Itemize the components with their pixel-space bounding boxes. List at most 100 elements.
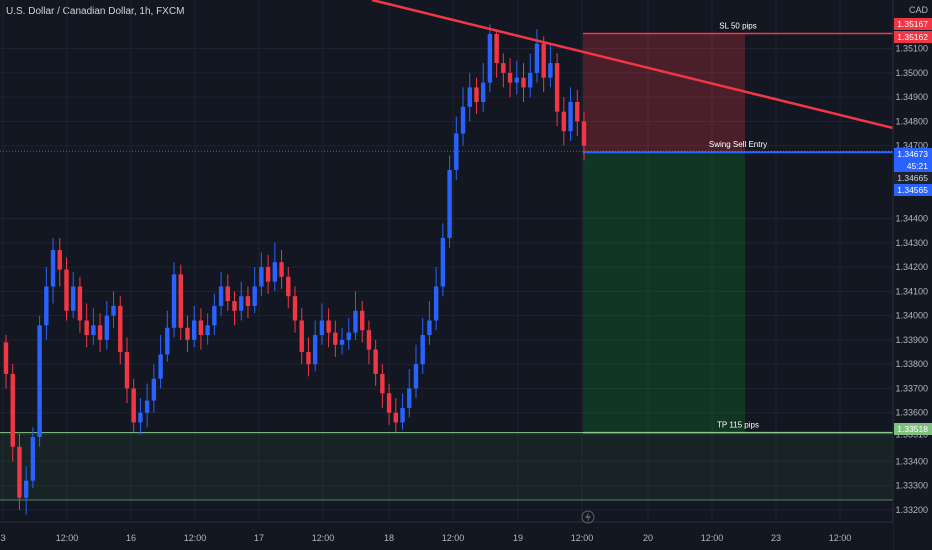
candle-body	[467, 87, 472, 107]
candle-body	[212, 305, 217, 326]
y-tick-label: 1.33700	[895, 383, 928, 393]
y-tick-label: 1.33800	[895, 359, 928, 369]
candle-body	[205, 325, 210, 336]
x-tick-label: 12:00	[184, 533, 207, 543]
y-tick-label: 1.33200	[895, 505, 928, 515]
price-tag-label: 1.35162	[897, 32, 928, 42]
candle-body	[312, 335, 318, 365]
candle-body	[3, 342, 9, 374]
candle-body	[50, 250, 56, 287]
candle-body	[77, 286, 83, 321]
candle-body	[245, 296, 251, 306]
stop-loss-zone	[583, 33, 745, 153]
price-tag	[894, 31, 932, 43]
candle-body	[568, 101, 573, 132]
y-tick-label: 1.35100	[895, 44, 928, 54]
candle-body	[272, 262, 278, 282]
price-tag-label: 1.35167	[897, 19, 928, 29]
candle-body	[413, 364, 419, 389]
x-tick-label: 3	[0, 533, 5, 543]
candle-body	[366, 330, 372, 350]
candle-body	[151, 378, 157, 401]
candle-body	[306, 352, 311, 365]
candle-body	[507, 72, 513, 83]
y-tick-label: 1.33600	[895, 408, 928, 418]
candle-body	[528, 72, 533, 88]
candle-body	[64, 269, 69, 311]
candle-body	[37, 325, 42, 438]
candle-body	[144, 400, 150, 413]
candle-body	[353, 310, 358, 333]
candle-body	[427, 320, 432, 336]
candle-body	[171, 274, 177, 328]
candle-body	[561, 111, 567, 132]
candle-body	[480, 82, 486, 102]
candle-body	[319, 320, 325, 336]
candle-body	[554, 63, 560, 112]
support-zone	[0, 432, 893, 500]
price-tag-label: 1.34665	[897, 173, 928, 183]
candle-body	[501, 63, 506, 73]
candle-body	[44, 286, 49, 326]
take-profit-zone	[583, 152, 745, 433]
price-tag	[894, 172, 932, 184]
candle-body	[239, 296, 244, 311]
take-profit-label: TP 115 pips	[717, 421, 759, 430]
candle-body	[460, 106, 466, 134]
price-tag	[894, 18, 932, 30]
y-tick-label: 1.34400	[895, 214, 928, 224]
candle-body	[191, 320, 197, 340]
candle-body	[286, 276, 291, 297]
candle-body	[447, 169, 452, 238]
x-tick-label: 12:00	[701, 533, 724, 543]
candle-body	[454, 133, 459, 170]
candle-body	[299, 320, 304, 353]
candle-body	[225, 286, 230, 302]
price-tag	[894, 184, 932, 196]
y-tick-label: 1.34200	[895, 262, 928, 272]
lightning-glyph	[585, 512, 591, 522]
candle-body	[57, 250, 62, 270]
x-tick-label: 12:00	[571, 533, 594, 543]
candle-body	[185, 327, 190, 340]
candle-body	[30, 437, 36, 481]
price-axis	[893, 0, 932, 550]
trend-line	[371, 0, 894, 130]
y-tick-label: 1.33900	[895, 335, 928, 345]
time-axis	[0, 522, 893, 550]
candle-body	[165, 327, 170, 355]
stop-loss-label: SL 50 pips	[719, 22, 757, 31]
price-tag	[894, 148, 932, 160]
candle-body	[380, 373, 385, 394]
y-tick-label: 1.34100	[895, 286, 928, 296]
y-tick-label: 1.35000	[895, 68, 928, 78]
candle-body	[97, 325, 103, 340]
y-tick-label: 1.33400	[895, 456, 928, 466]
x-tick-label: 12:00	[56, 533, 79, 543]
x-tick-label: 12:00	[829, 533, 852, 543]
candle-body	[494, 33, 499, 64]
candle-body	[232, 301, 237, 311]
candle-body	[91, 325, 96, 336]
candle-body	[487, 33, 493, 83]
y-tick-label: 1.34700	[895, 141, 928, 151]
candle-body	[373, 349, 378, 374]
candle-body	[104, 315, 110, 340]
candle-body	[433, 286, 439, 321]
price-tag-label: 1.34673	[897, 149, 928, 159]
y-tick-label: 1.34800	[895, 116, 928, 126]
lightning-icon[interactable]	[581, 510, 595, 524]
candle-body	[420, 335, 425, 365]
candle-body	[10, 373, 15, 447]
candle-body	[440, 237, 446, 287]
candle-body	[84, 320, 89, 336]
entry-label: Swing Sell Entry	[709, 140, 767, 149]
candle-body	[333, 332, 338, 345]
candle-body	[138, 412, 143, 423]
candle-body	[541, 43, 546, 78]
y-tick-label: 1.34000	[895, 311, 928, 321]
candle-body	[279, 262, 284, 277]
x-tick-label: 23	[771, 533, 781, 543]
price-tag	[894, 423, 932, 435]
